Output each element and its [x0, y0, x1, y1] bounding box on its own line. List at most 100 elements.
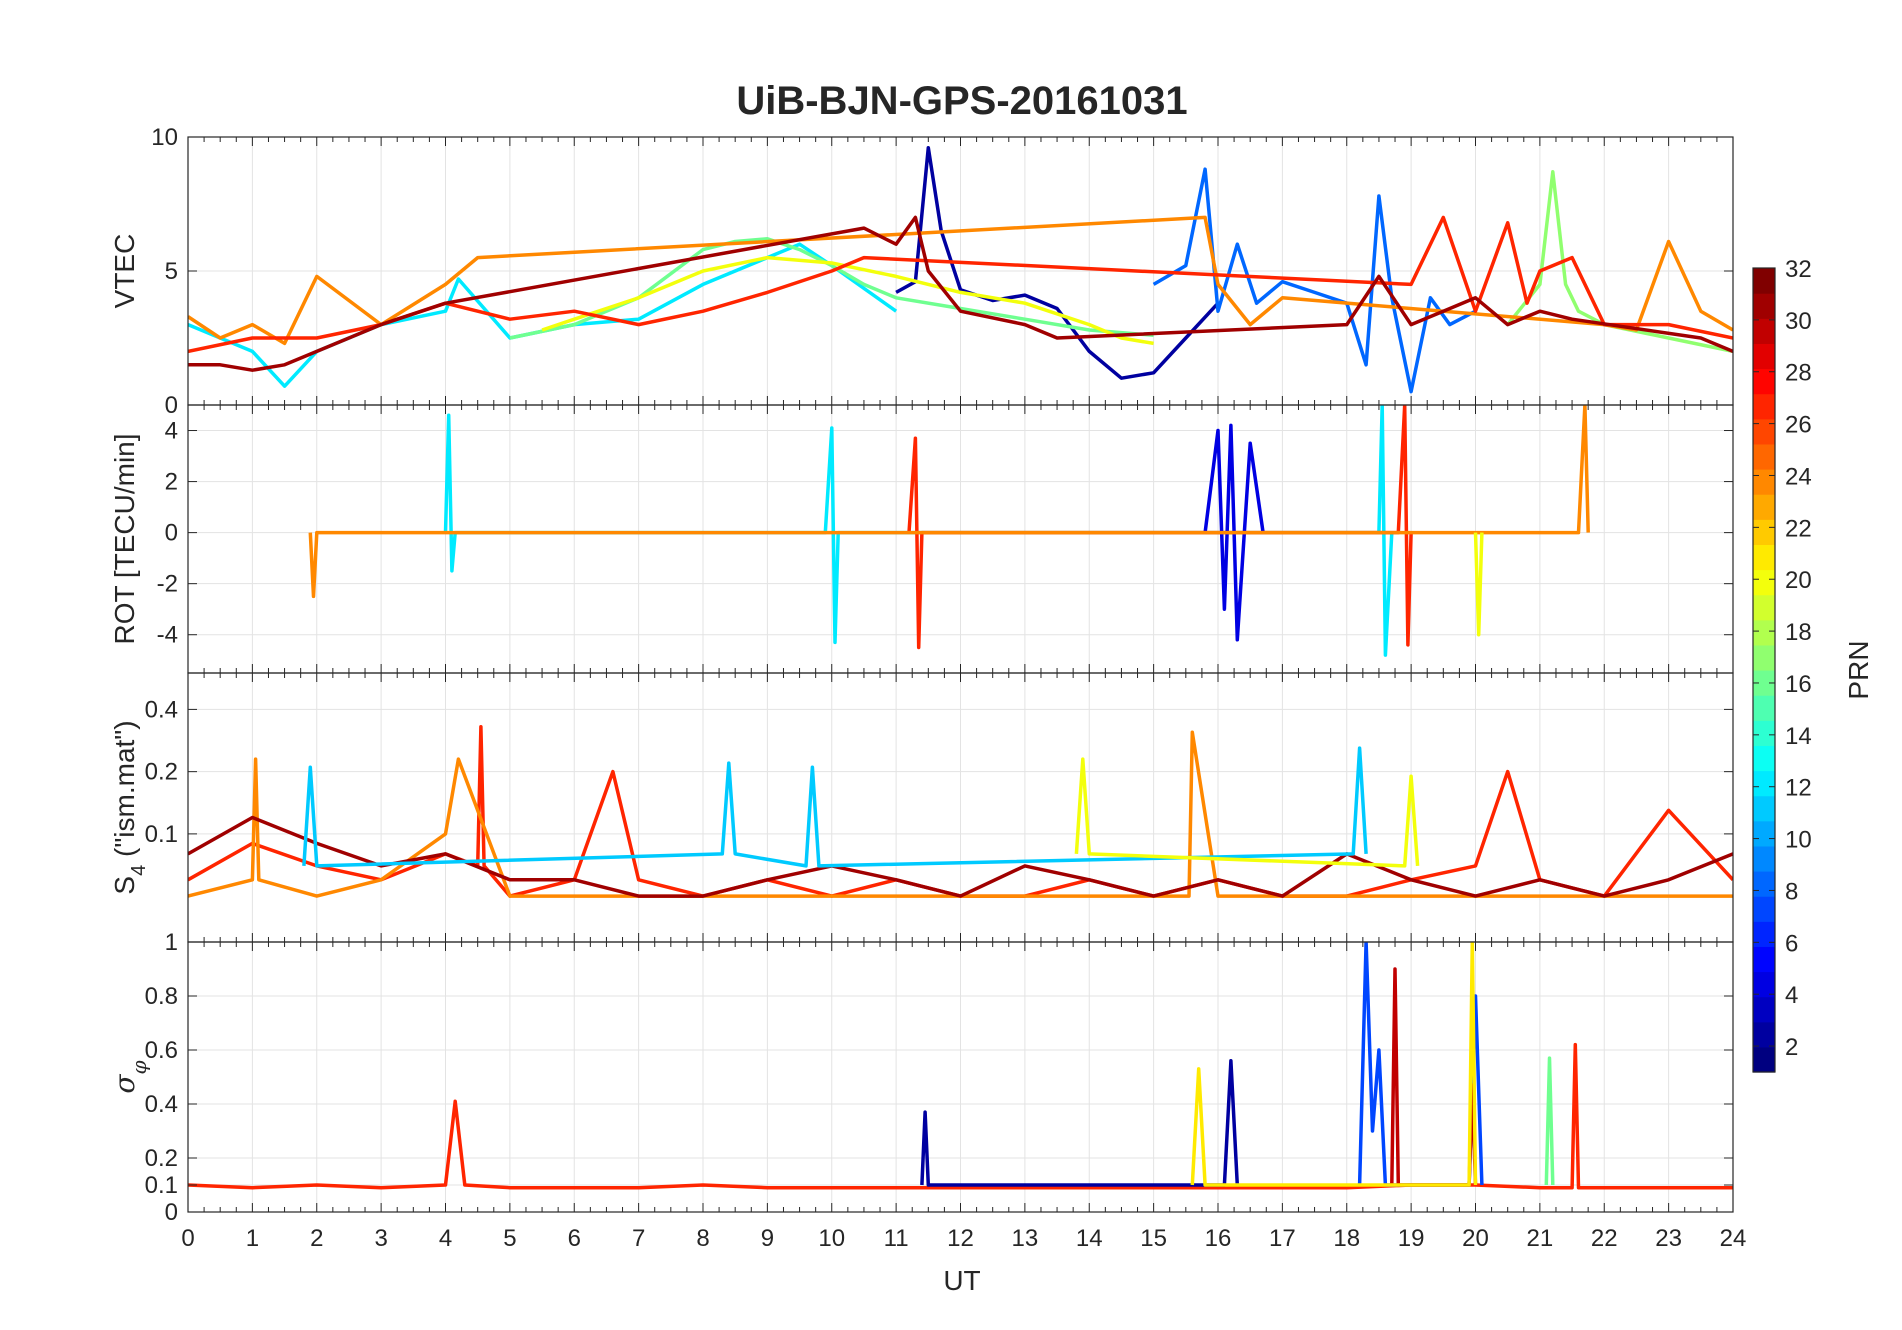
series-line-prn-11 [302, 746, 1368, 868]
series-line-prn-31 [188, 215, 1733, 372]
series-line-prn-12 [443, 405, 1394, 657]
colorbar-segment [1753, 720, 1775, 746]
series-line-prn-31 [188, 815, 1733, 898]
y-tick-label: 5 [165, 258, 178, 285]
series-line-prn-21 [1190, 942, 1478, 1187]
y-tick-label: 0.2 [145, 759, 178, 786]
x-tick-label: 5 [503, 1225, 516, 1252]
colorbar-segment [1753, 494, 1775, 520]
x-tick-label: 21 [1527, 1225, 1554, 1252]
colorbar-segment [1753, 670, 1775, 696]
colorbar-segment [1753, 820, 1775, 847]
colorbar-segment [1753, 871, 1775, 897]
colorbar-segment [1753, 418, 1775, 445]
y-tick-label: 0.4 [145, 696, 178, 723]
x-tick-label: 4 [439, 1225, 452, 1252]
y-axis-label: σφ [108, 1060, 151, 1093]
series-line-prn-16 [1544, 1056, 1555, 1186]
x-tick-label: 9 [761, 1225, 774, 1252]
x-tick-label: 15 [1140, 1225, 1167, 1252]
series-line-prn-20 [541, 255, 1154, 346]
x-tick-label: 11 [884, 1225, 909, 1252]
colorbar-tick-label: 24 [1785, 463, 1812, 490]
colorbar-segment [1753, 268, 1775, 294]
colorbar-segment [1753, 544, 1775, 571]
series-line-prn-16 [509, 237, 1154, 340]
panel-data [188, 724, 1733, 898]
panel-sigma_phi: 00.10.20.40.60.810 1 2 3 4 5 6 7 8 9 10 11 12 13 14 15 1… [108, 929, 1746, 1252]
colorbar-segment [1753, 318, 1775, 344]
colorbar-segment [1753, 569, 1775, 596]
x-tick-label: 12 [947, 1225, 974, 1252]
y-tick-label: 0.6 [145, 1037, 178, 1064]
colorbar-segment [1753, 971, 1775, 998]
colorbar-segment [1753, 921, 1775, 947]
colorbar-segment [1753, 644, 1775, 671]
x-tick-label: 3 [374, 1225, 387, 1252]
x-tick-label: 18 [1333, 1225, 1360, 1252]
colorbar-segment [1753, 469, 1775, 495]
series-line-prn-20 [1074, 757, 1420, 868]
y-tick-label: 0 [165, 392, 178, 419]
y-tick-label: 10 [151, 124, 178, 151]
x-tick-label: 2 [310, 1225, 323, 1252]
series-line-prn-2 [895, 145, 1220, 380]
series-line-prn-2 [920, 1059, 1240, 1187]
series-line-prn-17 [1506, 170, 1733, 354]
y-axis-label: VTEC [109, 234, 140, 309]
colorbar-segment [1753, 1021, 1775, 1048]
colorbar-segment [1753, 1046, 1775, 1073]
x-tick-label: 6 [568, 1225, 581, 1252]
colorbar-tick-label: 4 [1785, 982, 1798, 1009]
colorbar-segment [1753, 619, 1775, 646]
panel-data [188, 145, 1733, 394]
x-tick-label: 13 [1012, 1225, 1039, 1252]
colorbar-tick-label: 20 [1785, 567, 1812, 594]
colorbar-segment [1753, 745, 1775, 772]
colorbar-tick-label: 10 [1785, 827, 1812, 854]
panel-s4: 0.1 0.2 0.4S4 ("ism.mat") [109, 672, 1734, 943]
x-tick-label: 19 [1398, 1225, 1425, 1252]
colorbar-segment [1753, 845, 1775, 872]
panel-data [308, 405, 1590, 657]
series-line-prn-24 [188, 730, 1733, 898]
colorbar-tick-label: 18 [1785, 619, 1812, 646]
colorbar-tick-label: 12 [1785, 775, 1812, 802]
colorbar-segment [1753, 946, 1775, 973]
colorbar-segment [1753, 343, 1775, 370]
x-axis-label: UT [943, 1265, 980, 1296]
colorbar-segment [1753, 594, 1775, 621]
y-tick-label: -2 [157, 571, 178, 598]
y-tick-label: 1 [165, 929, 178, 956]
panel-rot: -4 -2 0 2 4 ROT [TECU/min] [109, 404, 1734, 674]
colorbar-label: PRN [1843, 640, 1874, 699]
figure-title: UiB-BJN-GPS-20161031 [736, 79, 1187, 123]
colorbar-tick-label: 28 [1785, 360, 1812, 387]
y-tick-label: 0.1 [145, 1172, 178, 1199]
colorbar-tick-label: 8 [1785, 878, 1798, 905]
y-tick-label: 0.4 [145, 1091, 178, 1118]
colorbar-segment [1753, 996, 1775, 1023]
y-tick-label: 0.2 [145, 1145, 178, 1172]
x-tick-label: 7 [632, 1225, 645, 1252]
x-tick-label: 20 [1462, 1225, 1489, 1252]
colorbar-tick-label: 14 [1785, 723, 1812, 750]
y-axis-label: ROT [TECU/min] [109, 433, 140, 644]
x-tick-label: 23 [1655, 1225, 1682, 1252]
x-tick-label: 10 [818, 1225, 845, 1252]
colorbar-tick-label: 32 [1785, 256, 1812, 283]
colorbar-segment [1753, 896, 1775, 922]
y-tick-label: -4 [157, 622, 178, 649]
x-tick-label: 14 [1076, 1225, 1103, 1252]
colorbar-tick-label: 2 [1785, 1034, 1798, 1061]
colorbar-segment [1753, 393, 1775, 420]
x-tick-label: 17 [1269, 1225, 1296, 1252]
x-tick-label: 8 [696, 1225, 709, 1252]
colorbar-frame [1752, 267, 1776, 1073]
x-tick-label: 0 [181, 1225, 194, 1252]
y-tick-label: 2 [165, 469, 178, 496]
y-tick-label: 0.8 [145, 983, 178, 1010]
